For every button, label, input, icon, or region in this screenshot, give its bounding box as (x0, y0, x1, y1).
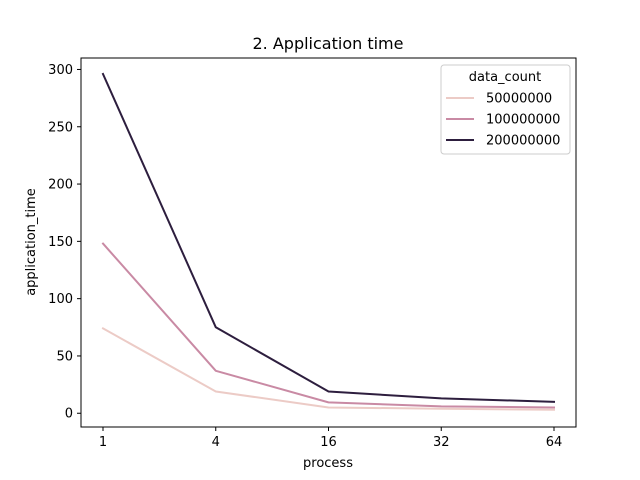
legend-box (440, 64, 571, 155)
legend-entry-label: 100000000 (486, 113, 560, 128)
x-axis-label: process (303, 456, 353, 471)
y-tick-label: 50 (56, 349, 73, 364)
plot-frame (80, 57, 577, 428)
ticks-layer: 1 4 16 32 64 0 50 100 150 200 250 300 (48, 63, 562, 450)
legend-items: 50000000 100000000 200000000 (446, 92, 560, 149)
legend-title: data_count (469, 70, 541, 85)
legend: data_count 50000000 100000000 200000000 (440, 64, 571, 155)
y-tick-label: 250 (48, 120, 73, 135)
series-line-50000000 (101, 327, 556, 411)
series-line-200000000 (101, 72, 556, 403)
x-tick-label: 16 (320, 435, 337, 450)
x-tick-label: 32 (433, 435, 450, 450)
y-tick-label: 0 (65, 407, 73, 422)
y-axis-label: application_time (24, 188, 39, 296)
legend-entry-label: 50000000 (486, 92, 552, 107)
y-tick-label: 100 (48, 292, 73, 307)
x-tick-label: 1 (99, 435, 107, 450)
series-line-100000000 (101, 242, 556, 409)
y-tick-label: 200 (48, 178, 73, 193)
legend-entry-label: 200000000 (486, 134, 560, 149)
chart-title: 2. Application time (253, 34, 404, 53)
y-tick-label: 150 (48, 235, 73, 250)
lines-layer (101, 72, 556, 411)
y-tick-label: 300 (48, 63, 73, 78)
x-tick-label: 64 (546, 435, 563, 450)
x-tick-label: 4 (212, 435, 220, 450)
